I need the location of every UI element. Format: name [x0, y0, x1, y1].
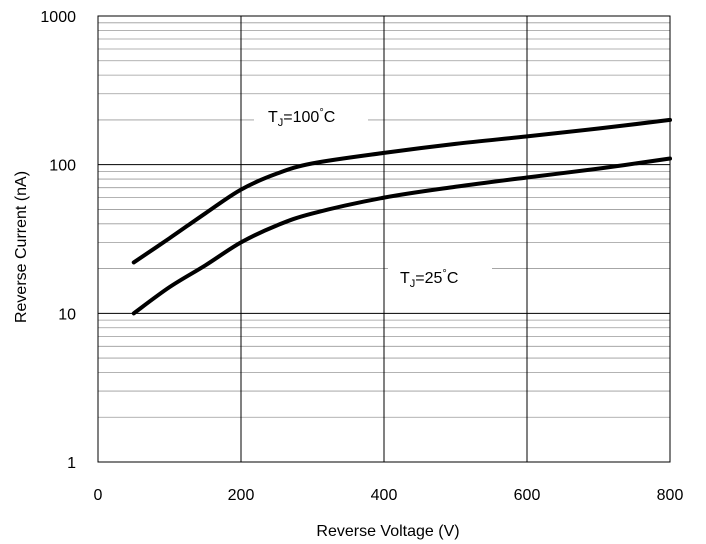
x-tick-label: 800	[657, 487, 684, 504]
series-label-tj100: TJ=100°C	[268, 107, 335, 129]
x-tick-label: 600	[514, 487, 541, 504]
label-background	[254, 96, 368, 126]
series-label-backgrounds	[254, 96, 492, 289]
series-lines	[131, 117, 672, 316]
y-tick-label: 1	[67, 455, 76, 472]
series-label-tj25: TJ=25°C	[400, 268, 458, 290]
x-axis-title: Reverse Voltage (V)	[316, 523, 459, 540]
x-tick-label: 400	[371, 487, 398, 504]
label-background	[388, 259, 492, 289]
y-tick-labels: 1 10 100 1000	[40, 9, 76, 472]
x-tick-label: 200	[228, 487, 255, 504]
x-tick-label: 0	[94, 487, 103, 504]
series-line-tj100	[131, 117, 672, 265]
y-tick-label: 10	[58, 306, 76, 323]
y-axis-title: Reverse Current (nA)	[13, 171, 30, 323]
plot-frame	[97, 15, 671, 463]
series-line-tj25	[131, 156, 672, 316]
y-tick-label: 1000	[40, 9, 76, 26]
x-tick-labels: 0 200 400 600 800	[94, 487, 684, 504]
major-gridlines	[98, 16, 670, 462]
y-tick-label: 100	[49, 158, 76, 175]
